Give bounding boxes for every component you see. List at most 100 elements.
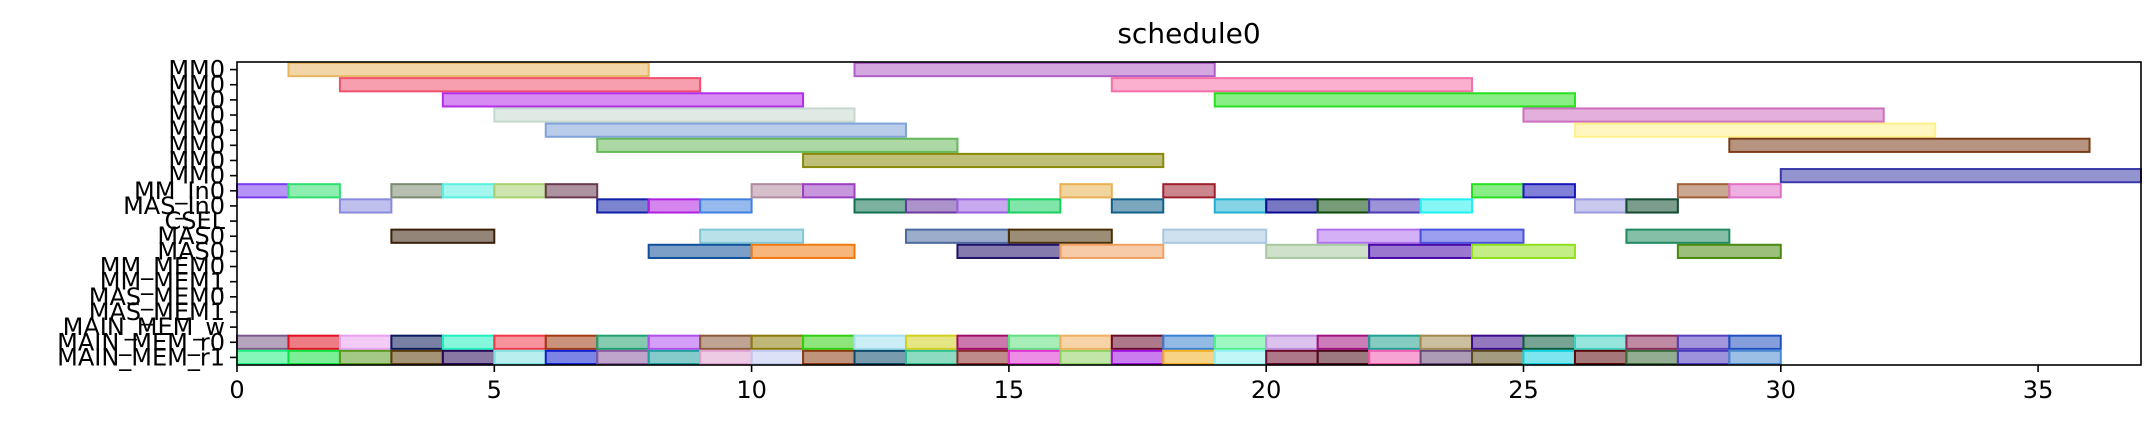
task-bar	[1110, 349, 1165, 366]
x-tick-label: 35	[2023, 376, 2054, 404]
task-bar	[1728, 137, 2091, 153]
y-tick-label: MM0	[168, 71, 225, 99]
task-bar	[750, 334, 805, 350]
task-bar	[1007, 228, 1113, 244]
task-bar	[544, 183, 599, 199]
x-tick-label: 0	[229, 376, 244, 404]
task-bar	[1419, 334, 1474, 350]
task-bar	[750, 183, 805, 199]
task-bar	[1522, 334, 1576, 350]
task-bar	[750, 243, 856, 259]
task-bar	[1419, 228, 1525, 244]
task-bar	[1471, 334, 1525, 350]
task-bar	[1676, 183, 1731, 199]
task-bar	[1007, 349, 1062, 366]
task-bar	[1213, 349, 1268, 366]
task-bar	[390, 349, 444, 366]
task-bar	[1059, 183, 1113, 199]
task-bar	[1110, 334, 1165, 350]
y-tick-label: MAS_MEM0	[89, 283, 225, 311]
y-tick-label: MM0	[168, 162, 225, 190]
task-bar	[1676, 349, 1731, 366]
task-bar	[1728, 334, 1782, 350]
task-bar	[1059, 243, 1165, 259]
task-bar	[1419, 198, 1474, 214]
task-bar	[1471, 183, 1525, 199]
task-bar	[1573, 198, 1628, 214]
y-tick-label: MM_MEM0	[100, 253, 225, 281]
task-bar	[1265, 349, 1319, 366]
task-bar	[904, 349, 959, 366]
x-tick-label: 30	[1766, 376, 1797, 404]
task-bar	[904, 228, 1010, 244]
task-bar	[1728, 349, 1782, 366]
task-bar	[441, 349, 496, 366]
task-bar	[1728, 183, 1782, 199]
plot-frame	[236, 61, 2142, 366]
x-tick-label: 15	[994, 376, 1025, 404]
task-bar	[1162, 228, 1268, 244]
task-bar	[1316, 198, 1371, 214]
task-bar	[1007, 334, 1062, 350]
task-bar	[1213, 92, 1576, 108]
task-bar	[956, 243, 1062, 259]
task-bar	[1316, 349, 1371, 366]
task-bar	[1471, 349, 1525, 366]
task-bar	[1779, 168, 2143, 184]
task-bar	[1059, 349, 1113, 366]
task-bar	[956, 198, 1010, 214]
task-bar	[647, 334, 702, 350]
task-bar	[1573, 349, 1628, 366]
task-bar	[853, 198, 907, 214]
task-bar	[544, 334, 599, 350]
task-bar	[1316, 228, 1422, 244]
task-bar	[236, 349, 290, 366]
task-bar	[699, 198, 753, 214]
task-bar	[493, 334, 547, 350]
y-tick-label: MAS0	[157, 222, 225, 250]
task-bar	[1676, 243, 1782, 259]
task-bar	[1573, 122, 1937, 138]
task-bar	[441, 334, 496, 350]
task-bar	[802, 334, 856, 350]
task-bar	[1573, 334, 1628, 350]
task-bar	[1213, 198, 1268, 214]
task-bar	[236, 183, 290, 199]
y-tick-label: MAIN_MEM_w	[63, 313, 225, 341]
y-tick-label: MAIN_MEM_r1	[57, 343, 225, 371]
task-bar	[1059, 334, 1113, 350]
y-tick-label: MM0	[168, 116, 225, 144]
task-bar	[1625, 349, 1679, 366]
task-bar	[493, 349, 547, 366]
task-bar	[338, 334, 393, 350]
y-tick-label: MM_MEM1	[100, 268, 225, 296]
task-bar	[390, 334, 444, 350]
task-bar	[1368, 243, 1474, 259]
task-bar	[1676, 334, 1731, 350]
y-axis: MM0MM0MM0MM0MM0MM0MM0MM0MM_In0MAS_In0CSE…	[57, 56, 237, 371]
task-bar	[699, 228, 805, 244]
task-bar	[1162, 349, 1216, 366]
task-bar	[853, 334, 907, 350]
y-tick-label: CSEL	[164, 207, 225, 235]
task-bar	[544, 122, 907, 138]
task-bar	[1368, 334, 1422, 350]
task-bar	[544, 349, 599, 366]
task-bar	[338, 77, 702, 93]
task-bar	[1368, 198, 1422, 214]
x-tick-label: 20	[1251, 376, 1282, 404]
task-bar	[647, 198, 702, 214]
task-bar	[699, 349, 753, 366]
task-bar	[338, 198, 393, 214]
task-bar	[853, 61, 1216, 78]
y-tick-label: MAS_In0	[123, 192, 225, 220]
task-bar	[1625, 334, 1679, 350]
task-bar	[1162, 183, 1216, 199]
task-bar	[1625, 198, 1679, 214]
task-bar	[1419, 349, 1474, 366]
y-tick-label: MM_In0	[134, 177, 225, 205]
task-bar	[1110, 198, 1165, 214]
task-bar	[236, 334, 290, 350]
chart-title: schedule0	[1117, 17, 1260, 50]
